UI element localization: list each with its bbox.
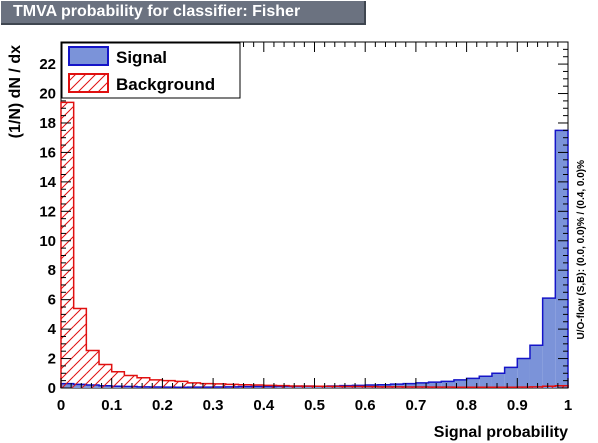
chart-title: TMVA probability for classifier: Fisher — [13, 3, 301, 20]
y-tick-label: 14 — [39, 174, 56, 191]
signal-bin — [403, 383, 416, 388]
background-bin — [162, 380, 176, 388]
background-bin — [327, 386, 340, 388]
overflow-label: U/O-flow (S,B): (0.0, 0.0)% / (0.4, 0.0)… — [576, 160, 587, 340]
background-bin — [149, 379, 163, 388]
x-tick-label: 0.4 — [253, 397, 275, 414]
background-bin — [73, 308, 87, 388]
x-tick-label: 1 — [564, 397, 572, 414]
legend: Signal Background — [61, 42, 241, 99]
background-bin — [555, 385, 568, 388]
background-bin — [301, 386, 315, 388]
y-tick-label: 2 — [48, 351, 56, 368]
y-tick-label: 8 — [48, 262, 56, 279]
legend-background-label: Background — [116, 75, 215, 94]
signal-histogram — [60, 129, 569, 389]
signal-bin — [441, 381, 454, 388]
x-tick-label: 0 — [57, 397, 65, 414]
signal-bin — [428, 382, 442, 388]
background-bin — [289, 385, 302, 388]
background-bin — [86, 350, 100, 388]
legend-signal-label: Signal — [116, 48, 167, 67]
background-bin — [314, 386, 328, 388]
y-tick-label: 6 — [48, 292, 56, 309]
signal-bin — [415, 382, 429, 388]
signal-bin — [466, 378, 480, 388]
background-bin — [175, 381, 188, 388]
background-bin — [111, 371, 125, 388]
background-bin — [225, 384, 239, 388]
background-bin — [61, 102, 74, 388]
background-histogram — [60, 101, 569, 389]
signal-outline — [60, 129, 569, 389]
background-outline — [60, 101, 569, 389]
y-tick-label: 20 — [39, 86, 56, 103]
y-tick-label: 10 — [39, 233, 56, 250]
x-tick-label: 0.3 — [203, 397, 224, 414]
x-tick-label: 0.8 — [456, 397, 477, 414]
x-tick-label: 0.2 — [152, 397, 173, 414]
y-tick-label: 22 — [39, 56, 56, 73]
background-bin — [124, 375, 138, 388]
x-tick-label: 0.9 — [507, 397, 528, 414]
background-bin — [99, 364, 112, 388]
signal-bin — [479, 376, 492, 388]
tick-labels: 0 0.1 0.2 0.3 0.4 0.5 0.6 0.7 0.8 0.9 102468101214… — [39, 56, 572, 414]
y-tick-label: 18 — [39, 115, 56, 132]
y-tick-label: 0 — [48, 380, 56, 397]
background-bin — [137, 377, 150, 388]
y-tick-label: 16 — [39, 144, 56, 161]
signal-bin — [542, 298, 556, 388]
x-tick-label: 0.5 — [304, 397, 325, 414]
background-bin — [263, 385, 277, 388]
background-bin — [251, 385, 264, 388]
signal-bin — [453, 379, 467, 388]
signal-bin — [491, 373, 505, 388]
y-tick-label: 4 — [48, 321, 57, 338]
signal-bin — [529, 345, 543, 388]
chart-title-box: TMVA probability for classifier: Fisher — [1, 1, 366, 25]
x-axis-label: Signal probability — [434, 424, 568, 441]
background-bin — [542, 386, 556, 388]
legend-signal-swatch — [68, 46, 109, 66]
x-tick-label: 0.1 — [101, 397, 122, 414]
background-bin — [238, 384, 252, 388]
background-bin — [187, 382, 201, 388]
x-tick-label: 0.7 — [405, 397, 426, 414]
signal-bin — [517, 358, 530, 388]
background-bin — [200, 383, 214, 388]
axis-ticks — [60, 41, 569, 389]
y-axis-label: (1/N) dN / dx — [7, 45, 24, 138]
x-tick-label: 0.6 — [355, 397, 376, 414]
y-tick-label: 12 — [39, 203, 56, 220]
background-bin — [213, 383, 226, 388]
signal-bin — [555, 130, 568, 388]
legend-background-swatch — [68, 73, 109, 93]
background-bin — [276, 385, 290, 388]
signal-bin — [504, 367, 518, 388]
